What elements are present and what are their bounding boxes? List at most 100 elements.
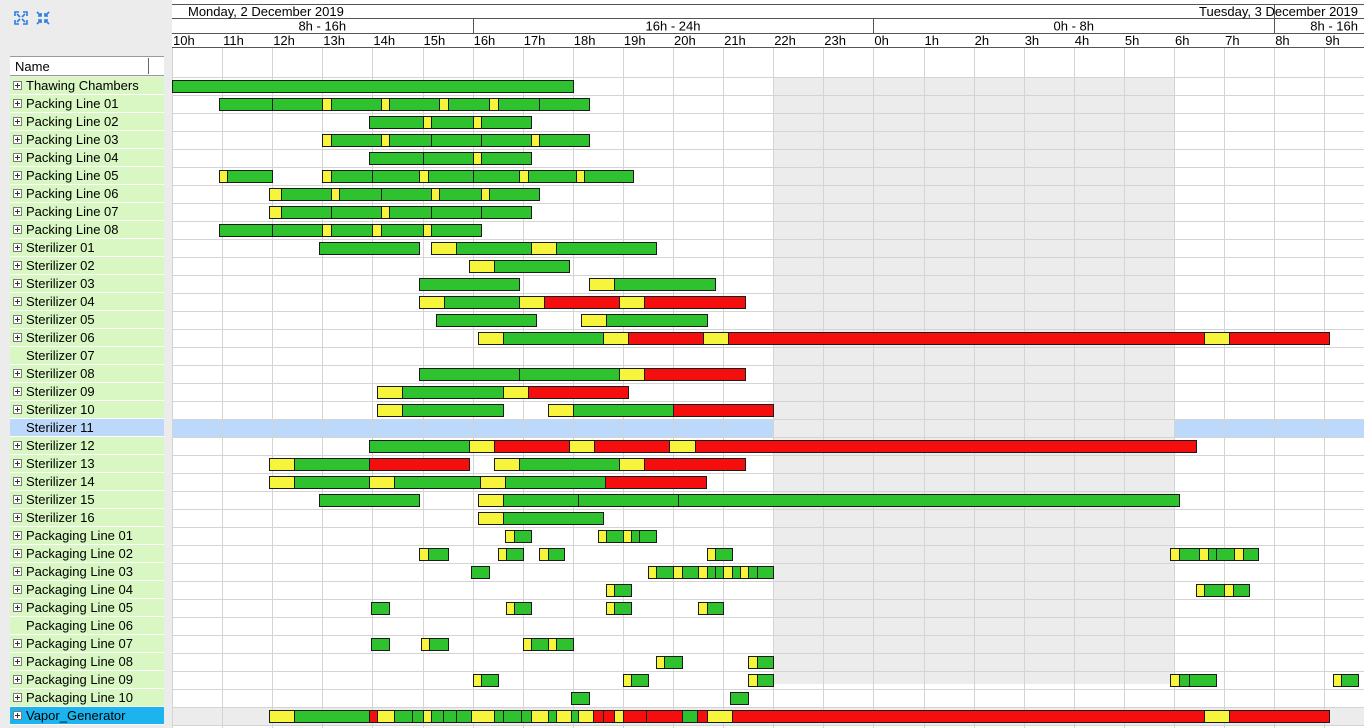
- task-bar: [697, 710, 708, 723]
- resource-row[interactable]: Sterilizer 01: [10, 239, 164, 257]
- resource-panel: Name Thawing Chambers Packing Line 01 Pack…: [0, 0, 172, 728]
- task-bar: [371, 638, 390, 651]
- task-bar: [707, 548, 716, 561]
- expand-icon[interactable]: [13, 153, 22, 162]
- expand-icon[interactable]: [13, 567, 22, 576]
- resource-row[interactable]: Thawing Chambers: [10, 77, 164, 95]
- expand-icon[interactable]: [13, 207, 22, 216]
- task-bar: [498, 548, 507, 561]
- resource-row[interactable]: Packing Line 03: [10, 131, 164, 149]
- resource-row[interactable]: Packaging Line 08: [10, 653, 164, 671]
- expand-icon[interactable]: [13, 495, 22, 504]
- resource-row[interactable]: Vapor_Generator: [10, 707, 164, 725]
- resource-row[interactable]: Sterilizer 12: [10, 437, 164, 455]
- expand-icon[interactable]: [13, 387, 22, 396]
- task-bar: [623, 674, 632, 687]
- expand-icon[interactable]: [13, 99, 22, 108]
- resource-row[interactable]: Packaging Line 06: [10, 617, 164, 635]
- expand-icon[interactable]: [13, 657, 22, 666]
- expand-icon[interactable]: [13, 261, 22, 270]
- expand-icon[interactable]: [13, 513, 22, 522]
- expand-icon[interactable]: [13, 405, 22, 414]
- resource-row[interactable]: Packing Line 06: [10, 185, 164, 203]
- expand-icon[interactable]: [13, 441, 22, 450]
- resource-row[interactable]: Sterilizer 10: [10, 401, 164, 419]
- task-bar: [1243, 548, 1259, 561]
- resource-row[interactable]: Packaging Line 02: [10, 545, 164, 563]
- expand-all-icon[interactable]: [14, 11, 28, 25]
- expand-icon[interactable]: [13, 297, 22, 306]
- expand-icon[interactable]: [13, 189, 22, 198]
- hour-label: 14h: [373, 33, 395, 48]
- resource-row[interactable]: Sterilizer 09: [10, 383, 164, 401]
- shift-label: 16h - 24h: [646, 19, 701, 34]
- task-bar: [695, 440, 1197, 453]
- expand-icon[interactable]: [13, 117, 22, 126]
- expand-icon[interactable]: [13, 171, 22, 180]
- expand-icon[interactable]: [13, 639, 22, 648]
- resource-name: Sterilizer 01: [26, 240, 95, 255]
- resource-row[interactable]: Packing Line 04: [10, 149, 164, 167]
- resource-row[interactable]: Sterilizer 05: [10, 311, 164, 329]
- resource-row[interactable]: Sterilizer 11: [10, 419, 164, 437]
- task-bar: [272, 224, 323, 237]
- expand-icon[interactable]: [13, 585, 22, 594]
- expand-icon[interactable]: [13, 369, 22, 378]
- resource-row[interactable]: Sterilizer 07: [10, 347, 164, 365]
- expand-icon[interactable]: [13, 603, 22, 612]
- resource-row[interactable]: Sterilizer 04: [10, 293, 164, 311]
- expand-icon[interactable]: [13, 459, 22, 468]
- resource-name: Sterilizer 14: [26, 474, 95, 489]
- column-resize-handle[interactable]: [148, 58, 149, 74]
- task-bar: [219, 224, 273, 237]
- resource-row[interactable]: Packaging Line 07: [10, 635, 164, 653]
- resource-row[interactable]: Packing Line 01: [10, 95, 164, 113]
- task-bar: [715, 566, 724, 579]
- resource-row[interactable]: Packaging Line 10: [10, 689, 164, 707]
- expand-icon[interactable]: [13, 711, 22, 720]
- resource-name: Sterilizer 16: [26, 510, 95, 525]
- resource-row[interactable]: Packing Line 08: [10, 221, 164, 239]
- task-bar: [372, 224, 382, 237]
- expand-icon[interactable]: [13, 225, 22, 234]
- resource-row[interactable]: Sterilizer 14: [10, 473, 164, 491]
- expand-icon[interactable]: [13, 315, 22, 324]
- name-column-header[interactable]: Name: [10, 56, 164, 76]
- resource-row[interactable]: Packaging Line 05: [10, 599, 164, 617]
- resource-row[interactable]: Sterilizer 13: [10, 455, 164, 473]
- expand-icon[interactable]: [13, 135, 22, 144]
- expand-icon[interactable]: [13, 279, 22, 288]
- hour-label: 16h: [474, 33, 496, 48]
- task-bar: [1204, 332, 1230, 345]
- resource-row[interactable]: Packaging Line 09: [10, 671, 164, 689]
- resource-row[interactable]: Packing Line 05: [10, 167, 164, 185]
- resource-row[interactable]: Packaging Line 03: [10, 563, 164, 581]
- expand-icon[interactable]: [13, 81, 22, 90]
- resource-row[interactable]: Sterilizer 08: [10, 365, 164, 383]
- task-bar: [523, 638, 532, 651]
- expand-icon[interactable]: [13, 333, 22, 342]
- expand-icon[interactable]: [13, 549, 22, 558]
- hour-label: 17h: [524, 33, 546, 48]
- expand-icon[interactable]: [13, 693, 22, 702]
- shift-label: 8h - 16h: [1310, 19, 1358, 34]
- expand-icon[interactable]: [13, 531, 22, 540]
- expand-icon[interactable]: [13, 675, 22, 684]
- expand-icon[interactable]: [13, 243, 22, 252]
- resource-row[interactable]: Sterilizer 03: [10, 275, 164, 293]
- resource-row[interactable]: Packing Line 02: [10, 113, 164, 131]
- expand-icon[interactable]: [13, 477, 22, 486]
- resource-row[interactable]: Sterilizer 16: [10, 509, 164, 527]
- resource-row[interactable]: Sterilizer 06: [10, 329, 164, 347]
- resource-row[interactable]: Sterilizer 02: [10, 257, 164, 275]
- resource-row[interactable]: Packing Line 07: [10, 203, 164, 221]
- task-bar: [322, 98, 332, 111]
- resource-row[interactable]: Packaging Line 01: [10, 527, 164, 545]
- task-bar: [448, 98, 490, 111]
- task-bar: [431, 116, 474, 129]
- hour-label: 7h: [1225, 33, 1239, 48]
- resource-row[interactable]: Packaging Line 04: [10, 581, 164, 599]
- task-bar: [569, 440, 595, 453]
- resource-row[interactable]: Sterilizer 15: [10, 491, 164, 509]
- collapse-all-icon[interactable]: [36, 11, 50, 25]
